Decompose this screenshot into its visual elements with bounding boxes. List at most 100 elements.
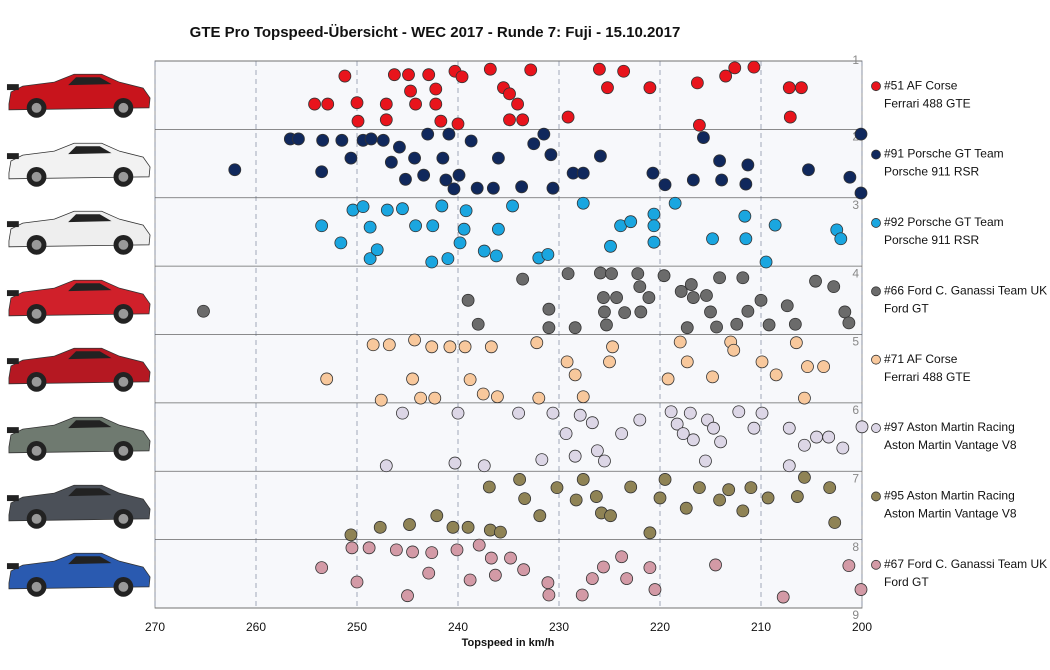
- data-point: [704, 305, 717, 319]
- data-point: [653, 491, 667, 505]
- data-point: [370, 243, 384, 257]
- data-point: [516, 272, 530, 286]
- data-point: [439, 173, 453, 187]
- data-point: [598, 305, 611, 319]
- data-point: [782, 459, 796, 473]
- data-point: [503, 113, 516, 127]
- data-point: [403, 518, 416, 531]
- data-point: [762, 318, 776, 332]
- data-point: [384, 155, 398, 169]
- data-point: [710, 320, 723, 334]
- data-point: [598, 454, 611, 468]
- y-tick-label: 1: [852, 53, 859, 67]
- data-point: [447, 182, 461, 196]
- data-point: [471, 317, 485, 331]
- data-point: [788, 317, 802, 331]
- data-point: [379, 459, 393, 473]
- data-point: [530, 336, 544, 350]
- data-point: [668, 196, 682, 210]
- data-point: [315, 165, 329, 179]
- data-point: [661, 372, 675, 386]
- data-point: [713, 493, 726, 507]
- legend-label: Porsche 911 RSR: [884, 233, 979, 247]
- data-point: [828, 516, 842, 529]
- data-point: [491, 151, 505, 165]
- data-point: [504, 551, 517, 565]
- data-point: [713, 154, 726, 168]
- data-point: [546, 406, 560, 420]
- data-point: [719, 69, 733, 83]
- data-point: [707, 421, 720, 435]
- data-point: [461, 293, 475, 307]
- data-point: [376, 133, 390, 147]
- data-point: [434, 114, 448, 128]
- data-point: [836, 441, 850, 455]
- data-point: [409, 219, 422, 233]
- data-point: [601, 81, 614, 95]
- legend-label: #67 Ford C. Ganassi Team UK: [884, 557, 1047, 571]
- data-point: [633, 413, 647, 427]
- data-point: [338, 69, 352, 83]
- data-point: [533, 509, 547, 523]
- data-point: [755, 406, 769, 420]
- data-point: [676, 427, 690, 441]
- data-point: [477, 244, 491, 258]
- data-point: [680, 355, 694, 369]
- data-point: [768, 218, 782, 232]
- data-point: [450, 543, 464, 557]
- data-point: [550, 481, 564, 495]
- data-point: [795, 81, 808, 95]
- x-tick-label: 240: [448, 620, 468, 634]
- data-point: [363, 252, 377, 266]
- data-point: [506, 199, 519, 213]
- data-point: [429, 82, 443, 96]
- data-point: [686, 173, 700, 187]
- chart-title: GTE Pro Topspeed-Übersicht - WEC 2017 - …: [190, 24, 681, 41]
- data-point: [363, 220, 377, 234]
- data-point: [606, 340, 619, 354]
- data-point: [362, 541, 376, 555]
- legend-label: #95 Aston Martin Racing: [884, 489, 1015, 503]
- data-point: [620, 572, 634, 585]
- data-point: [593, 62, 606, 76]
- data-point: [426, 219, 440, 233]
- data-point: [673, 335, 687, 349]
- y-tick-label: 3: [852, 198, 859, 212]
- data-point: [537, 127, 551, 141]
- data-point: [484, 551, 498, 565]
- data-point: [700, 289, 713, 302]
- y-tick-label: 4: [852, 266, 859, 280]
- data-point: [798, 438, 811, 452]
- data-point: [344, 528, 358, 542]
- data-point: [561, 110, 575, 124]
- data-point: [854, 583, 868, 596]
- data-point: [604, 509, 617, 523]
- legend-marker: [871, 491, 881, 502]
- data-point: [747, 60, 761, 74]
- data-point: [633, 280, 647, 294]
- data-point: [335, 133, 349, 147]
- data-point: [576, 473, 590, 486]
- data-point: [802, 163, 815, 177]
- data-point: [692, 118, 706, 132]
- legend-marker: [871, 218, 881, 228]
- y-tick-label: 6: [852, 403, 859, 417]
- data-point: [511, 97, 524, 111]
- data-point: [560, 355, 574, 369]
- data-point: [697, 131, 710, 144]
- data-point: [739, 232, 753, 246]
- data-point: [605, 267, 618, 281]
- data-point: [624, 215, 638, 229]
- data-point: [451, 406, 465, 420]
- data-point: [728, 61, 742, 75]
- data-point: [393, 140, 406, 154]
- data-point: [455, 70, 469, 84]
- data-point: [435, 199, 449, 213]
- data-point: [727, 343, 741, 357]
- data-point: [228, 163, 242, 177]
- data-point: [321, 97, 335, 111]
- legend-label: #66 Ford C. Ganassi Team UK: [884, 283, 1047, 297]
- data-point: [374, 393, 388, 407]
- legend-marker: [871, 423, 881, 433]
- data-point: [647, 235, 661, 249]
